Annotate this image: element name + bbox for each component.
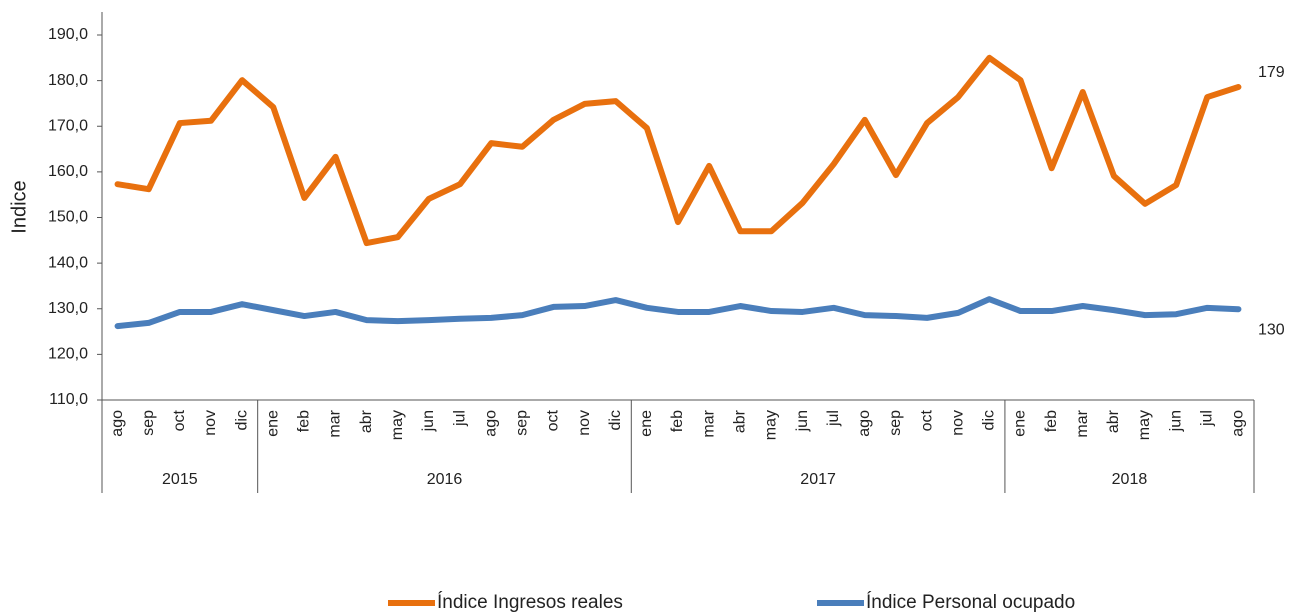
x-tick-label: may (763, 410, 780, 440)
legend-label: Índice Personal ocupado (866, 592, 1075, 613)
value-label: 179 (1258, 64, 1285, 81)
y-tick-label: 160,0 (48, 163, 88, 180)
x-tick-label: sep (514, 410, 531, 436)
legend-label: Índice Ingresos reales (437, 592, 623, 613)
y-tick-label: 170,0 (48, 117, 88, 134)
x-tick-label: nov (202, 410, 219, 436)
x-tick-label: oct (545, 409, 562, 431)
x-tick-label: jul (1199, 410, 1216, 427)
x-tick-label: ago (482, 410, 499, 437)
x-tick-label: feb (669, 410, 686, 432)
x-tick-label: ago (856, 410, 873, 437)
series-line (114, 54, 1242, 247)
group-label: 2016 (427, 471, 463, 488)
group-label: 2015 (162, 471, 198, 488)
group-label: 2017 (800, 471, 836, 488)
y-axis-label: Indice (8, 180, 30, 233)
y-tick-label: 140,0 (48, 254, 88, 271)
x-tick-label: feb (1043, 410, 1060, 432)
series-line (114, 296, 1242, 330)
y-tick-label: 120,0 (48, 346, 88, 363)
x-tick-label: ago (109, 410, 126, 437)
x-tick-label: may (1136, 410, 1153, 440)
x-tick-label: sep (887, 410, 904, 436)
x-tick-label: nov (576, 410, 593, 436)
value-label: 130 (1258, 321, 1285, 338)
x-tick-label: ene (264, 410, 281, 437)
y-tick-label: 190,0 (48, 26, 88, 43)
x-tick-label: abr (731, 409, 748, 433)
x-tick-label: feb (296, 410, 313, 432)
x-tick-label: ene (1012, 410, 1029, 437)
x-tick-label: mar (1074, 409, 1091, 437)
x-tick-label: nov (949, 410, 966, 436)
group-label: 2018 (1112, 471, 1148, 488)
y-tick-label: 180,0 (48, 72, 88, 89)
x-tick-label: jun (794, 410, 811, 432)
x-tick-label: abr (1105, 409, 1122, 433)
x-tick-label: dic (233, 410, 250, 430)
x-tick-label: dic (607, 410, 624, 430)
x-tick-label: jul (825, 410, 842, 427)
x-tick-label: mar (700, 409, 717, 437)
x-tick-label: may (389, 410, 406, 440)
x-tick-label: jun (1167, 410, 1184, 432)
y-tick-label: 110,0 (49, 391, 88, 408)
y-tick-label: 130,0 (48, 300, 88, 317)
y-tick-label: 150,0 (48, 209, 88, 226)
x-tick-label: jun (420, 410, 437, 432)
x-tick-label: jul (451, 410, 468, 427)
x-tick-label: ene (638, 410, 655, 437)
x-tick-label: abr (358, 409, 375, 433)
x-tick-label: dic (981, 410, 998, 430)
x-tick-label: mar (327, 409, 344, 437)
x-tick-label: sep (140, 410, 157, 436)
x-tick-label: oct (171, 409, 188, 431)
x-tick-label: ago (1230, 410, 1247, 437)
x-tick-label: oct (918, 409, 935, 431)
